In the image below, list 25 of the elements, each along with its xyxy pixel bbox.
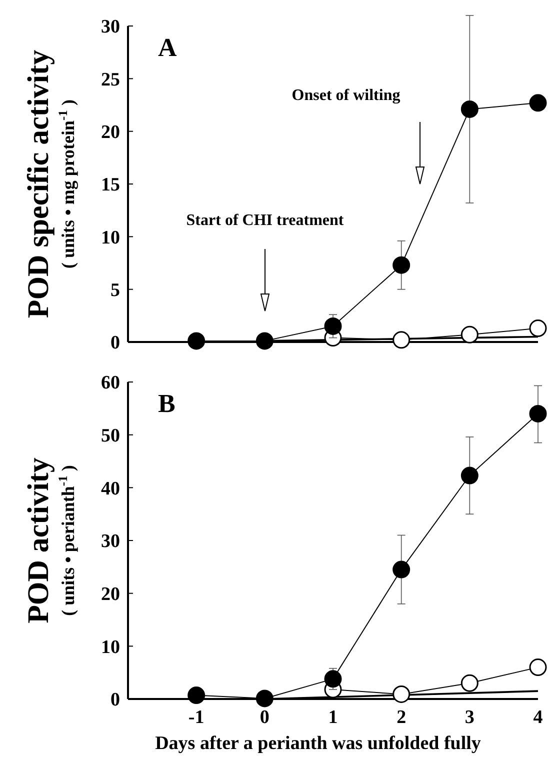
y-tick-label: 25	[101, 69, 120, 90]
y-tick-label: 10	[101, 636, 120, 658]
annotation: Start of CHI treatment	[186, 212, 344, 229]
x-tick-label: 3	[464, 707, 474, 728]
chart-title: B	[158, 389, 176, 418]
y-tick-label: 20	[101, 122, 120, 143]
x-tick-label: 4	[533, 707, 544, 728]
y-tick-label: 40	[101, 478, 120, 500]
y-tick-label: 5	[110, 280, 120, 301]
chart-title: A	[158, 33, 177, 62]
y-tick-label: 50	[101, 425, 120, 446]
x-tick-label: 2	[396, 707, 406, 728]
x-axis-title: Days after a perianth was unfolded fully	[155, 733, 482, 754]
y-tick-label: 0	[110, 332, 120, 354]
y-tick-label: 20	[101, 584, 120, 605]
y-tick-label: 30	[101, 16, 120, 38]
y-tick-label: 15	[101, 174, 120, 196]
y-tick-label: 10	[101, 227, 120, 248]
x-tick-label: 0	[260, 707, 270, 728]
annotation: Onset of wilting	[292, 87, 400, 104]
x-tick-label: -1	[188, 707, 204, 728]
y-tick-label: 60	[101, 372, 120, 394]
x-tick-label: 1	[328, 707, 338, 728]
y-tick-label: 0	[110, 690, 120, 711]
y-tick-label: 30	[101, 531, 120, 552]
